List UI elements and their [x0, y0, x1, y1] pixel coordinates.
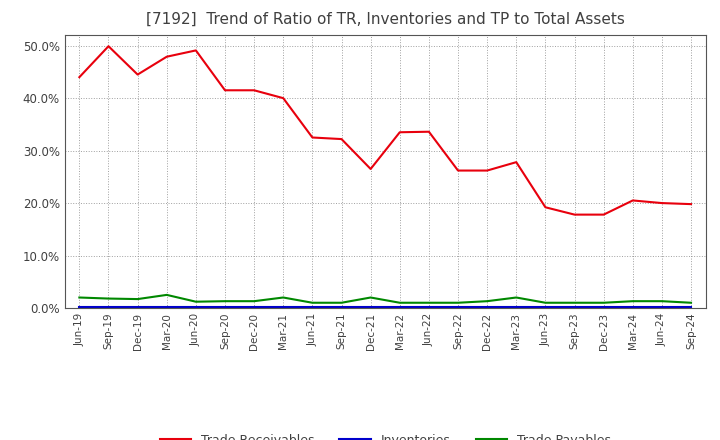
Trade Payables — [425, 300, 433, 305]
Inventories — [250, 305, 258, 310]
Inventories — [133, 305, 142, 310]
Trade Receivables — [163, 54, 171, 59]
Trade Receivables — [192, 48, 200, 53]
Trade Receivables — [541, 205, 550, 210]
Trade Payables — [308, 300, 317, 305]
Inventories — [629, 305, 637, 310]
Trade Receivables — [687, 202, 696, 207]
Line: Trade Receivables: Trade Receivables — [79, 46, 691, 215]
Trade Payables — [337, 300, 346, 305]
Trade Receivables — [75, 74, 84, 80]
Trade Payables — [220, 299, 229, 304]
Trade Receivables — [599, 212, 608, 217]
Trade Payables — [133, 297, 142, 302]
Inventories — [541, 305, 550, 310]
Trade Payables — [629, 299, 637, 304]
Inventories — [512, 305, 521, 310]
Trade Receivables — [395, 130, 404, 135]
Trade Payables — [541, 300, 550, 305]
Trade Receivables — [570, 212, 579, 217]
Trade Payables — [192, 299, 200, 304]
Trade Payables — [512, 295, 521, 300]
Inventories — [220, 305, 229, 310]
Inventories — [687, 305, 696, 310]
Trade Receivables — [657, 201, 666, 206]
Inventories — [425, 305, 433, 310]
Trade Receivables — [250, 88, 258, 93]
Trade Payables — [657, 299, 666, 304]
Trade Receivables — [308, 135, 317, 140]
Trade Payables — [104, 296, 113, 301]
Trade Payables — [483, 299, 492, 304]
Inventories — [308, 305, 317, 310]
Inventories — [454, 305, 462, 310]
Trade Receivables — [629, 198, 637, 203]
Inventories — [192, 305, 200, 310]
Trade Payables — [599, 300, 608, 305]
Trade Receivables — [133, 72, 142, 77]
Trade Payables — [279, 295, 287, 300]
Trade Payables — [163, 292, 171, 297]
Trade Receivables — [337, 136, 346, 142]
Trade Payables — [454, 300, 462, 305]
Inventories — [337, 305, 346, 310]
Inventories — [366, 305, 375, 310]
Trade Receivables — [220, 88, 229, 93]
Trade Receivables — [425, 129, 433, 134]
Trade Payables — [570, 300, 579, 305]
Trade Receivables — [104, 44, 113, 49]
Inventories — [279, 305, 287, 310]
Trade Receivables — [279, 95, 287, 101]
Trade Payables — [687, 300, 696, 305]
Trade Payables — [395, 300, 404, 305]
Inventories — [483, 305, 492, 310]
Trade Receivables — [483, 168, 492, 173]
Inventories — [570, 305, 579, 310]
Trade Receivables — [512, 160, 521, 165]
Trade Payables — [250, 299, 258, 304]
Inventories — [75, 305, 84, 310]
Inventories — [163, 305, 171, 310]
Inventories — [395, 305, 404, 310]
Inventories — [104, 305, 113, 310]
Legend: Trade Receivables, Inventories, Trade Payables: Trade Receivables, Inventories, Trade Pa… — [155, 429, 616, 440]
Line: Trade Payables: Trade Payables — [79, 295, 691, 303]
Title: [7192]  Trend of Ratio of TR, Inventories and TP to Total Assets: [7192] Trend of Ratio of TR, Inventories… — [145, 12, 625, 27]
Inventories — [657, 305, 666, 310]
Inventories — [599, 305, 608, 310]
Trade Payables — [366, 295, 375, 300]
Trade Payables — [75, 295, 84, 300]
Trade Receivables — [366, 166, 375, 172]
Trade Receivables — [454, 168, 462, 173]
